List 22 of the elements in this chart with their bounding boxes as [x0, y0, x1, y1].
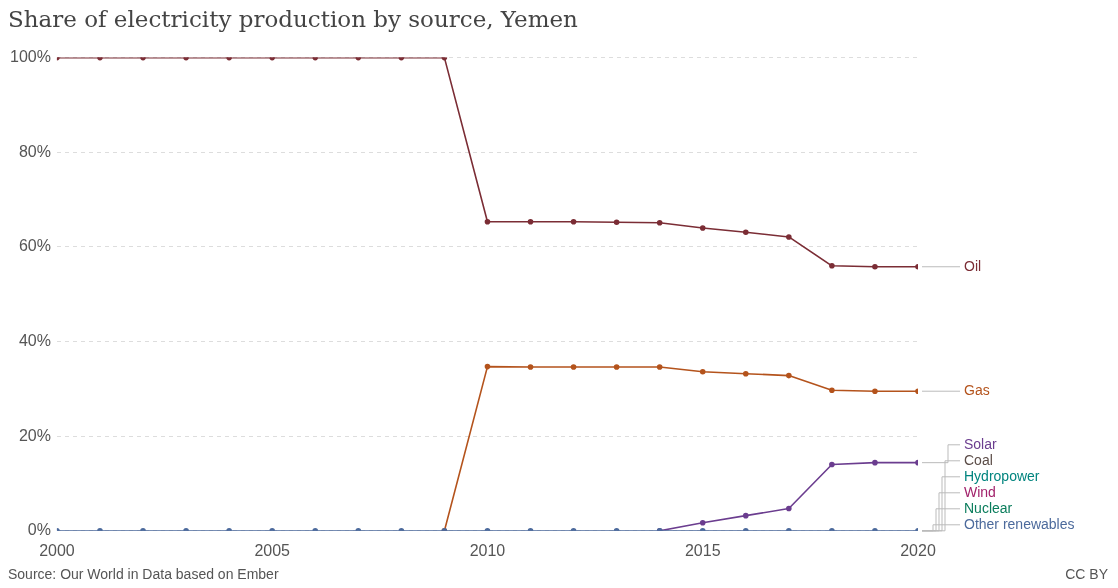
x-tick-label: 2010 — [469, 541, 506, 559]
y-tick-label: 100% — [10, 48, 51, 66]
x-tick-label: 2005 — [254, 541, 291, 559]
text: Solar — [964, 435, 998, 452]
text: CC BY — [1065, 566, 1108, 582]
y-tick-label: 0% — [27, 521, 51, 539]
text: Oil — [964, 257, 982, 274]
chart-title: Share of electricity production by source, Yemen — [8, 6, 578, 32]
x-tick-label: 2015 — [684, 541, 721, 559]
legend-label: Wind — [964, 483, 996, 500]
source-note: Source: Our World in Data based on Ember — [8, 566, 279, 582]
y-tick-label: 80% — [18, 142, 51, 160]
text: Other renewables — [964, 515, 1075, 532]
y-tick-label: 20% — [18, 426, 51, 444]
x-tick-label: 2020 — [900, 541, 936, 559]
x-tick-label: 2000 — [39, 541, 75, 559]
text: Gas — [964, 382, 990, 399]
y-tick-label: 40% — [18, 331, 51, 349]
y-tick-label: 60% — [18, 237, 51, 255]
legend-label: Hydropower — [964, 467, 1040, 484]
legend-label: Nuclear — [964, 499, 1013, 516]
legend-label: Coal — [964, 451, 993, 468]
